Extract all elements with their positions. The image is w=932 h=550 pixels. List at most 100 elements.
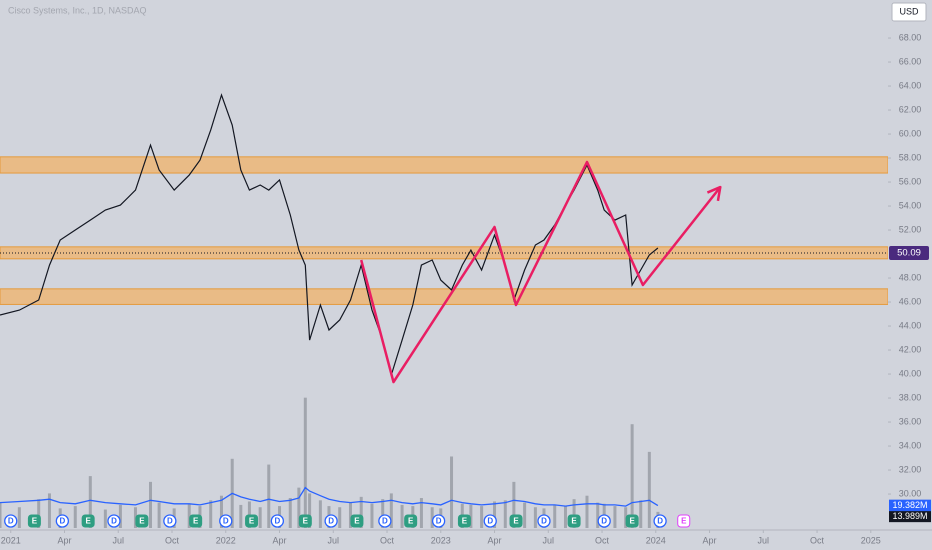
x-tick-label: Apr — [703, 535, 717, 545]
dividend-event — [537, 514, 551, 528]
y-tick-label: 48.00 — [899, 272, 922, 282]
earnings-event — [245, 514, 259, 528]
y-tick-label: 40.00 — [899, 368, 922, 378]
volume-bar — [503, 500, 507, 528]
volume-bar — [37, 499, 41, 528]
y-tick-label: 52.00 — [899, 224, 922, 234]
dividend-event — [163, 514, 177, 528]
volume-bar — [288, 498, 292, 528]
volume-bar — [400, 504, 404, 528]
volume-bar — [572, 499, 576, 528]
dividend-event — [483, 514, 497, 528]
volume-bar — [370, 503, 374, 528]
x-tick-label: Oct — [595, 535, 610, 545]
dividend-event — [431, 514, 446, 528]
event-label: D — [382, 517, 388, 526]
event-label: E — [681, 517, 687, 526]
x-tick-label: 2021 — [1, 535, 21, 545]
volume-ma-line — [0, 486, 659, 507]
volume-bar — [523, 502, 527, 528]
volume-bar — [419, 498, 423, 528]
volume-bar — [258, 507, 262, 528]
volume-label: 13.989M — [892, 511, 927, 521]
volume-bar — [47, 493, 51, 528]
dividend-event — [597, 514, 611, 528]
volume-bar — [118, 504, 122, 528]
volume-bar — [157, 502, 161, 528]
event-label: E — [354, 517, 360, 526]
y-tick-label: 62.00 — [899, 104, 922, 114]
earnings-event — [625, 514, 639, 528]
volume-bar — [630, 424, 634, 528]
volume-bar — [596, 502, 600, 528]
arrow-head — [706, 185, 722, 202]
volume-bar — [0, 502, 2, 528]
x-tick-label: 2023 — [431, 535, 451, 545]
volume-bar — [389, 493, 393, 528]
volume-bar — [103, 509, 107, 528]
dividend-event — [219, 514, 233, 528]
x-tick-label: Jul — [758, 535, 770, 545]
volume-bar — [613, 506, 617, 528]
volume-bar — [533, 507, 537, 528]
x-tick-label: Oct — [165, 535, 180, 545]
event-label: D — [436, 517, 442, 526]
x-tick-label: Oct — [810, 535, 825, 545]
y-tick-label: 42.00 — [899, 344, 922, 354]
y-tick-label: 44.00 — [899, 320, 922, 330]
volume-bar — [348, 502, 352, 528]
x-tick-label: Apr — [57, 535, 71, 545]
earnings-event — [135, 514, 149, 528]
volume-bar — [239, 504, 243, 528]
price-axis — [888, 0, 932, 530]
y-tick-label: 64.00 — [899, 80, 922, 90]
volume-bar — [187, 503, 191, 528]
volume-ma-label: 19.382M — [892, 500, 927, 510]
volume-bar — [563, 506, 567, 528]
volume-bar — [430, 507, 434, 528]
y-tick-label: 68.00 — [899, 32, 922, 42]
y-tick-label: 56.00 — [899, 176, 922, 186]
earnings-event — [677, 514, 691, 528]
event-label: D — [601, 517, 607, 526]
y-tick-label: 38.00 — [899, 392, 922, 402]
y-tick-label: 46.00 — [899, 296, 922, 306]
earnings-event — [404, 514, 418, 528]
volume-tag — [889, 511, 931, 523]
x-tick-label: Jul — [543, 535, 555, 545]
event-label: E — [513, 517, 519, 526]
event-label: D — [541, 517, 547, 526]
volume-bar — [338, 507, 342, 528]
zigzag-drawing — [359, 160, 722, 384]
volume-bar — [469, 504, 473, 528]
earnings-event — [350, 514, 364, 528]
event-label: D — [657, 517, 663, 526]
y-tick-label: 54.00 — [899, 200, 922, 210]
y-tick-label: 32.00 — [899, 464, 922, 474]
volume-bar — [318, 500, 322, 528]
dividend-event — [107, 514, 121, 528]
event-label: D — [59, 517, 65, 526]
event-label: E — [249, 517, 255, 526]
event-label: D — [8, 517, 14, 526]
volume-bar — [480, 506, 484, 528]
volume-bar — [267, 464, 271, 528]
event-label: E — [139, 517, 145, 526]
last-price-tag — [889, 245, 929, 260]
support-zone — [0, 288, 889, 305]
event-label: D — [223, 517, 229, 526]
x-tick-label: Apr — [488, 535, 502, 545]
event-label: E — [462, 517, 468, 526]
currency-label[interactable]: USD — [899, 6, 919, 16]
event-label: D — [487, 517, 493, 526]
earnings-event — [567, 514, 581, 528]
volume-bar — [359, 496, 363, 528]
currency-button[interactable] — [891, 2, 927, 22]
y-tick-label: 36.00 — [899, 416, 922, 426]
dividend-event — [324, 514, 338, 528]
volume-bar — [17, 507, 21, 528]
volume-bar — [585, 495, 589, 528]
y-tick-label: 30.00 — [899, 488, 922, 498]
